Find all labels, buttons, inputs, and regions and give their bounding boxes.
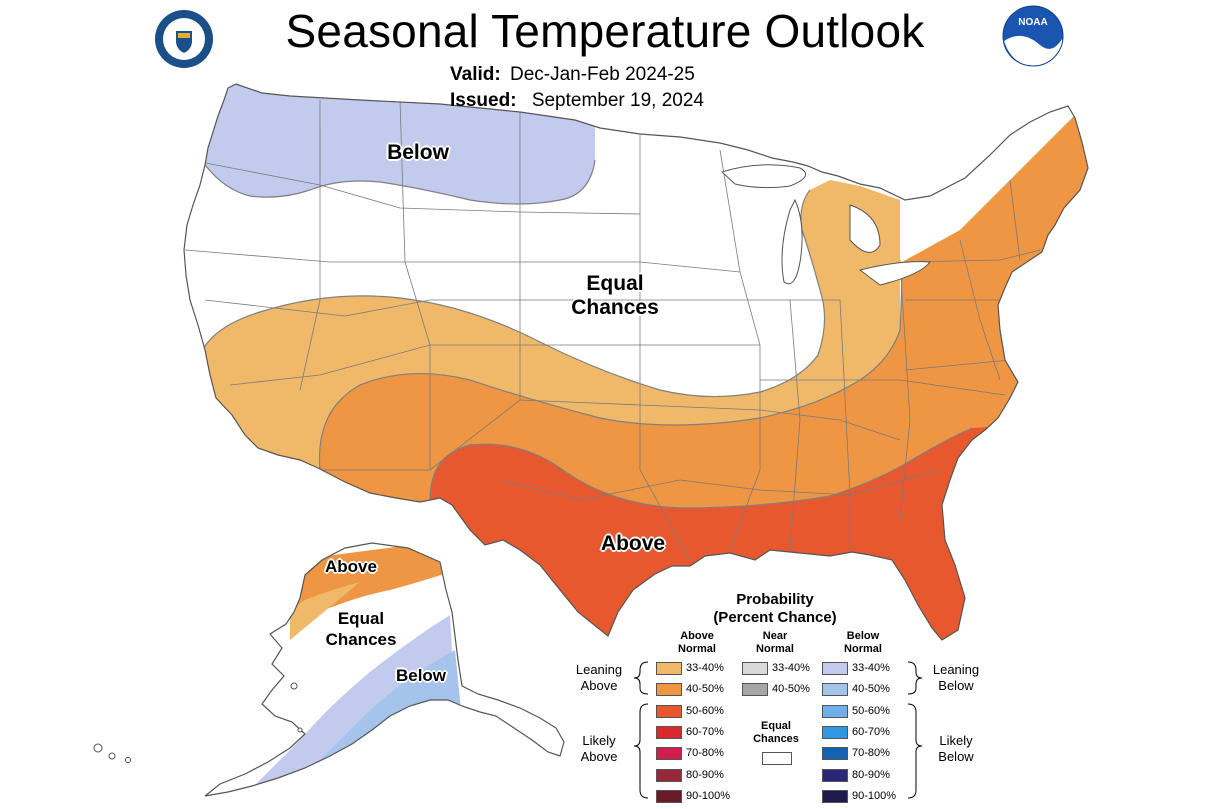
issued-label: Issued: [450, 90, 517, 111]
legend-above-label: 80-90% [686, 768, 724, 781]
legend-leaning-below-1: Leaning [932, 662, 980, 677]
legend-head-below-2: Normal [844, 643, 882, 655]
legend-leaning-above-1: Leaning [575, 662, 623, 677]
valid-line: Valid: Dec-Jan-Feb 2024-25 [450, 64, 695, 86]
label-conus-below: Below [387, 141, 449, 164]
legend-near-swatch [742, 683, 768, 697]
legend-above-swatch [656, 704, 682, 718]
legend-below-label: 33-40% [852, 662, 890, 674]
valid-value: Dec-Jan-Feb 2024-25 [509, 64, 695, 85]
legend-below-label: 60-70% [852, 725, 890, 738]
legend-likely-above-2: Above [580, 749, 618, 764]
label-ak-below: Below [395, 666, 447, 685]
legend-below-swatch [822, 747, 848, 761]
legend-head-below: Below Normal [828, 630, 898, 656]
legend-head-near-2: Normal [756, 643, 794, 655]
legend-above-label: 70-80% [686, 747, 724, 760]
label-ak-equal-line2: Chances [325, 630, 397, 649]
legend-head-above-1: Above [680, 630, 714, 642]
legend-above-label: 40-50% [686, 683, 724, 696]
legend-likely-below: Likely Below [920, 733, 992, 765]
label-ak-equal-line1: Equal [337, 609, 385, 628]
label-conus-equal-line1: Equal [586, 272, 644, 295]
legend-above-swatch [656, 789, 682, 803]
noaa-logo-text: NOAA [1018, 17, 1048, 28]
legend-likely-above-1: Likely [582, 733, 616, 748]
legend-above-label: 90-100% [686, 789, 731, 802]
legend-below-label: 70-80% [852, 747, 890, 760]
legend-head-above: Above Normal [662, 630, 732, 656]
legend-leaning-below: Leaning Below [920, 662, 992, 694]
legend-equal-swatch [762, 752, 792, 765]
valid-label: Valid: [450, 64, 501, 85]
label-conus-equal-line2: Chances [571, 296, 659, 319]
label-ak-above: Above [325, 557, 377, 576]
legend-below-swatch [822, 725, 848, 739]
legend-below-label: 40-50% [852, 683, 890, 696]
legend-below-swatch [822, 683, 848, 697]
legend-below-label: 50-60% [852, 704, 890, 717]
doc-seal-icon [154, 9, 214, 74]
legend-leaning-above-2: Above [580, 678, 618, 693]
legend-above-swatch [656, 725, 682, 739]
legend-above-swatch [656, 683, 682, 697]
legend-below-swatch [822, 789, 848, 803]
legend-below-label: 80-90% [852, 768, 890, 781]
legend-title-line1: Probability [736, 591, 814, 608]
legend-near-label: 33-40% [772, 662, 810, 674]
legend-above-swatch [656, 662, 682, 675]
legend-near-label: 40-50% [772, 683, 810, 696]
legend-head-below-1: Below [846, 630, 880, 642]
legend-below-label: 90-100% [852, 789, 897, 802]
legend-likely-below-1: Likely [939, 733, 973, 748]
legend-above-swatch [656, 747, 682, 761]
legend-above-label: 50-60% [686, 704, 724, 717]
map-title: Seasonal Temperature Outlook [285, 5, 925, 57]
legend-above-label: 60-70% [686, 725, 724, 738]
legend-equal-line2: Chances [753, 733, 799, 745]
legend-above-label: 33-40% [686, 662, 724, 674]
issued-value: September 19, 2024 [531, 90, 704, 111]
label-conus-equal: Equal Chances [560, 272, 670, 320]
legend-below-swatch [822, 662, 848, 675]
legend-near-swatch [742, 662, 768, 675]
legend-likely-above: Likely Above [563, 733, 635, 765]
label-conus-above: Above [600, 532, 666, 555]
legend-title: Probability (Percent Chance) [690, 591, 860, 627]
noaa-logo-icon: NOAA [1002, 5, 1064, 72]
legend-title-line2: (Percent Chance) [713, 609, 837, 626]
legend-equal-label: Equal Chances [740, 720, 812, 746]
legend-above-swatch [656, 768, 682, 782]
legend-head-near: Near Normal [740, 630, 810, 656]
legend-equal-line1: Equal [761, 720, 791, 732]
legend-leaning-below-2: Below [938, 678, 974, 693]
legend-head-near-1: Near [762, 630, 788, 642]
legend-below-swatch [822, 704, 848, 718]
legend-head-above-2: Normal [678, 643, 716, 655]
issued-line: Issued: September 19, 2024 [450, 90, 704, 112]
legend-below-swatch [822, 768, 848, 782]
legend-leaning-above: Leaning Above [563, 662, 635, 694]
legend-likely-below-2: Below [938, 749, 974, 764]
label-ak-equal: Equal Chances [316, 608, 406, 650]
